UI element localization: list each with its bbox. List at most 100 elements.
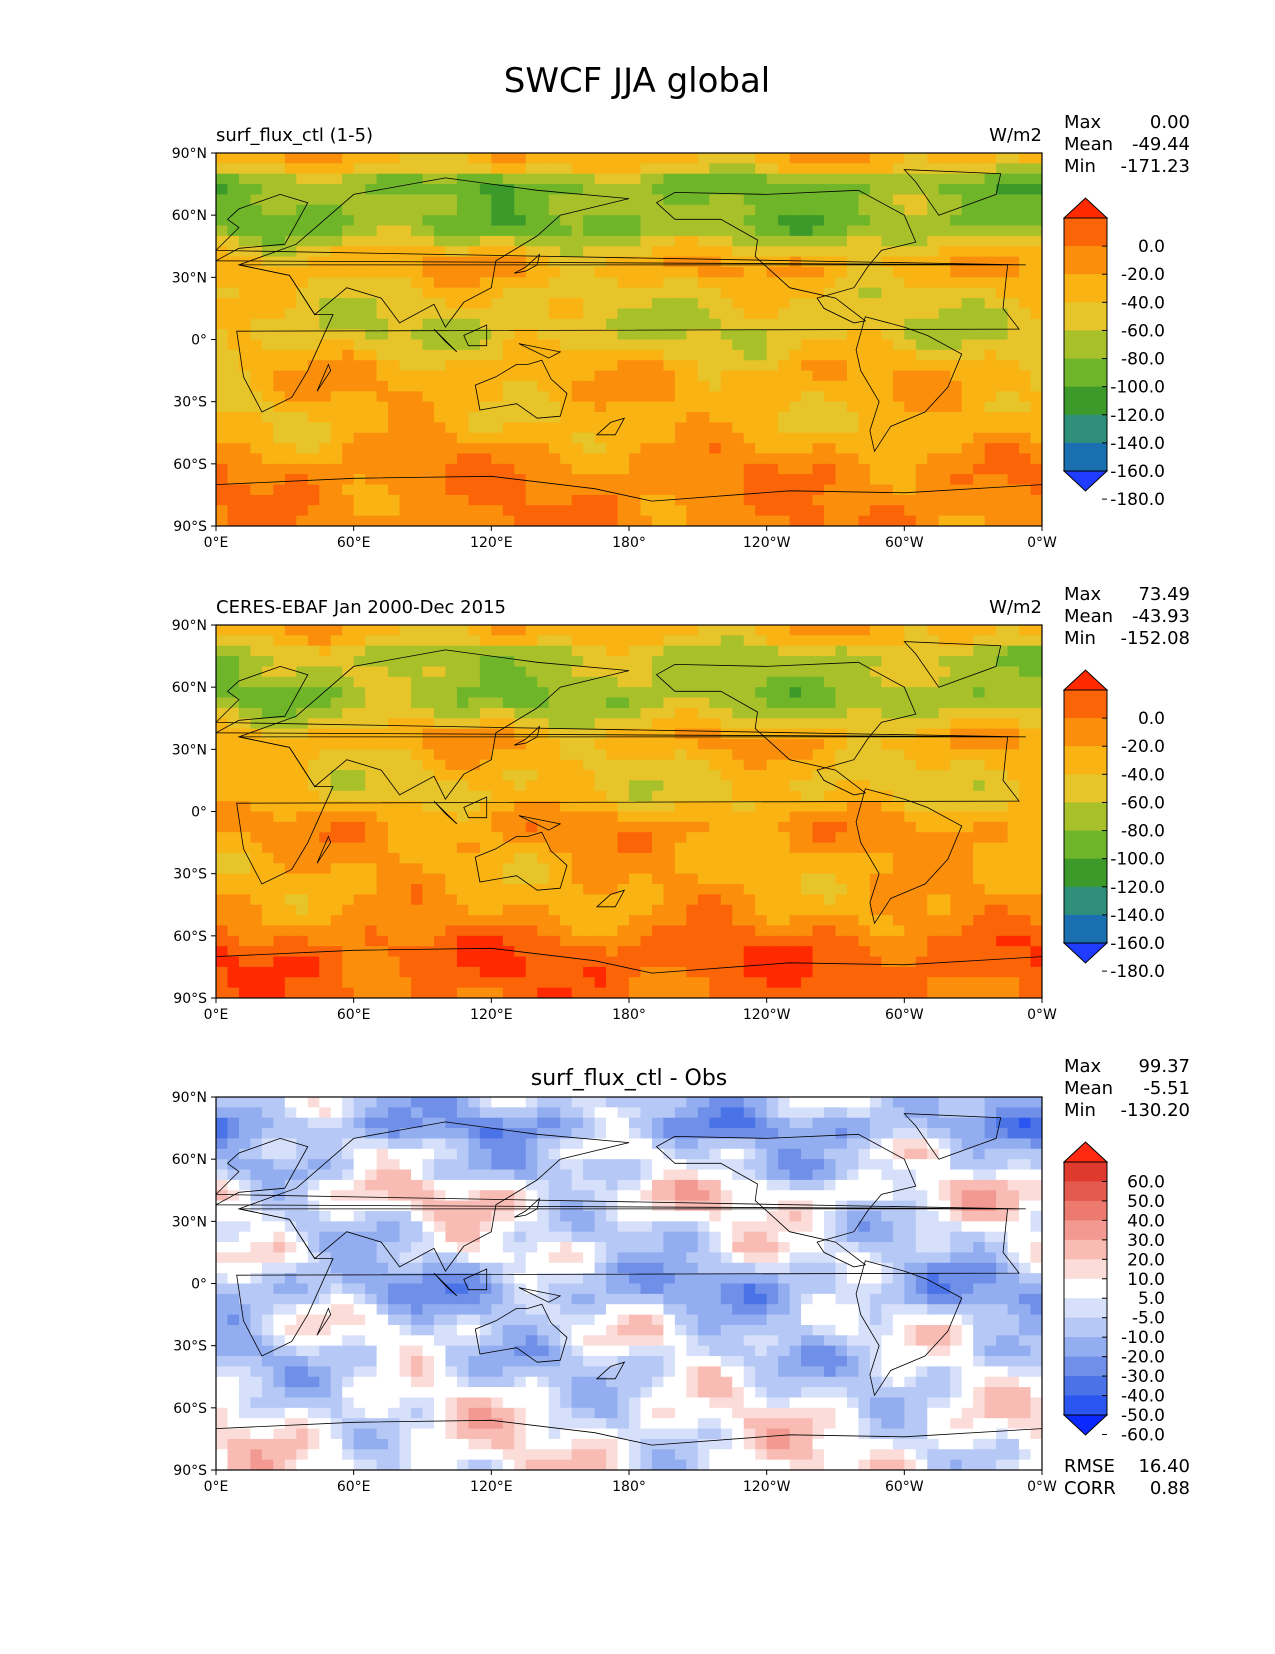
field-cell bbox=[411, 874, 423, 885]
field-cell bbox=[503, 853, 515, 864]
field-cell bbox=[227, 843, 239, 854]
field-cell bbox=[445, 505, 457, 516]
field-cell bbox=[503, 205, 515, 216]
field-cell bbox=[560, 812, 572, 823]
field-cell bbox=[342, 957, 354, 968]
field-cell bbox=[640, 505, 652, 516]
field-cell bbox=[319, 718, 331, 729]
field-cell bbox=[262, 184, 274, 195]
field-cell bbox=[778, 381, 790, 392]
field-cell bbox=[985, 760, 997, 771]
field-cell bbox=[400, 277, 412, 288]
field-cell bbox=[824, 174, 836, 185]
field-cell bbox=[893, 770, 905, 781]
field-cell bbox=[227, 308, 239, 319]
field-cell bbox=[686, 936, 698, 947]
field-cell bbox=[445, 708, 457, 719]
field-cell bbox=[870, 205, 882, 216]
field-cell bbox=[904, 770, 916, 781]
field-cell bbox=[652, 464, 664, 475]
field-cell bbox=[606, 739, 618, 750]
field-cell bbox=[331, 360, 343, 371]
field-cell bbox=[526, 474, 538, 485]
field-cell bbox=[801, 687, 813, 698]
field-cell bbox=[388, 402, 400, 413]
field-cell bbox=[423, 718, 435, 729]
field-cell bbox=[836, 288, 848, 299]
field-cell bbox=[308, 843, 320, 854]
field-cell bbox=[411, 360, 423, 371]
field-cell bbox=[503, 350, 515, 361]
field-cell bbox=[744, 360, 756, 371]
field-cell bbox=[1019, 946, 1031, 957]
field-cell bbox=[652, 340, 664, 351]
field-cell bbox=[881, 174, 893, 185]
field-cell bbox=[354, 194, 366, 205]
field-cell bbox=[503, 791, 515, 802]
field-cell bbox=[331, 194, 343, 205]
field-cell bbox=[939, 433, 951, 444]
field-cell bbox=[457, 946, 469, 957]
field-cell bbox=[1008, 729, 1020, 740]
field-cell bbox=[790, 884, 802, 895]
field-cell bbox=[732, 822, 744, 833]
field-cell bbox=[950, 298, 962, 309]
field-cell bbox=[595, 174, 607, 185]
field-cell bbox=[663, 215, 675, 226]
field-cell bbox=[365, 687, 377, 698]
field-cell bbox=[663, 635, 675, 646]
field-cell bbox=[331, 843, 343, 854]
field-cell bbox=[686, 464, 698, 475]
field-cell bbox=[618, 453, 630, 464]
field-cell bbox=[434, 666, 446, 677]
field-cell bbox=[927, 215, 939, 226]
field-cell bbox=[778, 884, 790, 895]
field-cell bbox=[962, 267, 974, 278]
field-cell bbox=[836, 936, 848, 947]
field-cell bbox=[813, 749, 825, 760]
field-cell bbox=[790, 936, 802, 947]
field-cell bbox=[308, 391, 320, 402]
colorbar-segment bbox=[1064, 218, 1107, 247]
field-cell bbox=[537, 770, 549, 781]
field-cell bbox=[939, 205, 951, 216]
field-cell bbox=[1008, 801, 1020, 812]
field-cell bbox=[457, 433, 469, 444]
field-cell bbox=[239, 505, 251, 516]
field-cell bbox=[755, 443, 767, 454]
field-cell bbox=[411, 718, 423, 729]
field-cell bbox=[239, 635, 251, 646]
field-cell bbox=[365, 319, 377, 330]
field-cell bbox=[675, 371, 687, 382]
field-cell bbox=[445, 687, 457, 698]
field-cell bbox=[939, 516, 951, 527]
field-cell bbox=[377, 915, 389, 926]
field-cell bbox=[675, 267, 687, 278]
field-cell bbox=[491, 853, 503, 864]
field-cell bbox=[457, 894, 469, 905]
field-cell bbox=[365, 153, 377, 164]
field-cell bbox=[732, 739, 744, 750]
field-cell bbox=[250, 894, 262, 905]
field-cell bbox=[468, 708, 480, 719]
field-cell bbox=[858, 646, 870, 657]
field-cell bbox=[262, 925, 274, 936]
field-cell bbox=[227, 453, 239, 464]
field-cell bbox=[411, 215, 423, 226]
field-cell bbox=[606, 184, 618, 195]
field-cell bbox=[342, 946, 354, 957]
field-cell bbox=[606, 474, 618, 485]
field-cell bbox=[273, 184, 285, 195]
field-cell bbox=[468, 226, 480, 237]
field-cell bbox=[549, 666, 561, 677]
field-cell bbox=[732, 308, 744, 319]
field-cell bbox=[686, 718, 698, 729]
field-cell bbox=[686, 453, 698, 464]
field-cell bbox=[549, 936, 561, 947]
field-cell bbox=[640, 433, 652, 444]
field-cell bbox=[939, 780, 951, 791]
field-cell bbox=[962, 894, 974, 905]
field-cell bbox=[618, 677, 630, 688]
field-cell bbox=[767, 277, 779, 288]
field-cell bbox=[537, 915, 549, 926]
